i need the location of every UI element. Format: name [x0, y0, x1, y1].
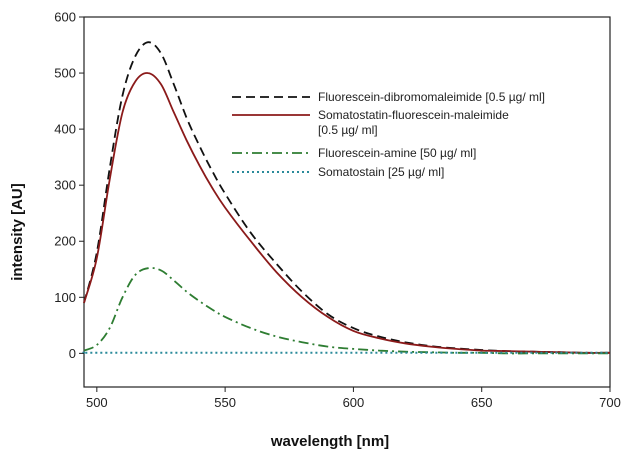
y-tick-label: 500: [54, 66, 76, 81]
x-axis-title: wavelength [nm]: [270, 433, 389, 450]
legend-entry-2: Somatostatin-fluorescein-maleimide [0.5 µ…: [318, 108, 509, 137]
series-line-1: [83, 41, 611, 354]
y-tick-label: 400: [54, 122, 76, 137]
x-tick-label: 650: [471, 395, 493, 410]
legend-entry-3: Fluorescein-amine [50 µg/ ml]: [318, 146, 476, 160]
y-tick-label: 0: [69, 346, 76, 361]
plot-area: [83, 16, 611, 388]
plot-frame: [83, 16, 611, 388]
x-tick-label: 550: [214, 395, 236, 410]
y-axis-ticks: 0 100 200 300 400 500 600: [54, 10, 84, 361]
x-tick-label: 600: [343, 395, 365, 410]
y-tick-label: 300: [54, 178, 76, 193]
y-tick-label: 200: [54, 234, 76, 249]
x-axis-ticks: 500 550 600 650 700: [86, 387, 621, 410]
x-tick-label: 700: [599, 395, 621, 410]
legend-entry-1: Fluorescein-dibromomaleimide [0.5 µg/ ml…: [318, 90, 545, 104]
y-axis-title: intensity [AU]: [9, 183, 26, 281]
y-tick-label: 600: [54, 10, 76, 25]
y-tick-label: 100: [54, 290, 76, 305]
legend: Fluorescein-dibromomaleimide [0.5 µg/ ml…: [232, 90, 545, 179]
legend-entry-4: Somatostain [25 µg/ ml]: [318, 165, 444, 179]
series-line-3: [83, 267, 610, 355]
series-lines: [81, 41, 611, 355]
x-tick-label: 500: [86, 395, 108, 410]
series-line-2: [83, 72, 611, 354]
